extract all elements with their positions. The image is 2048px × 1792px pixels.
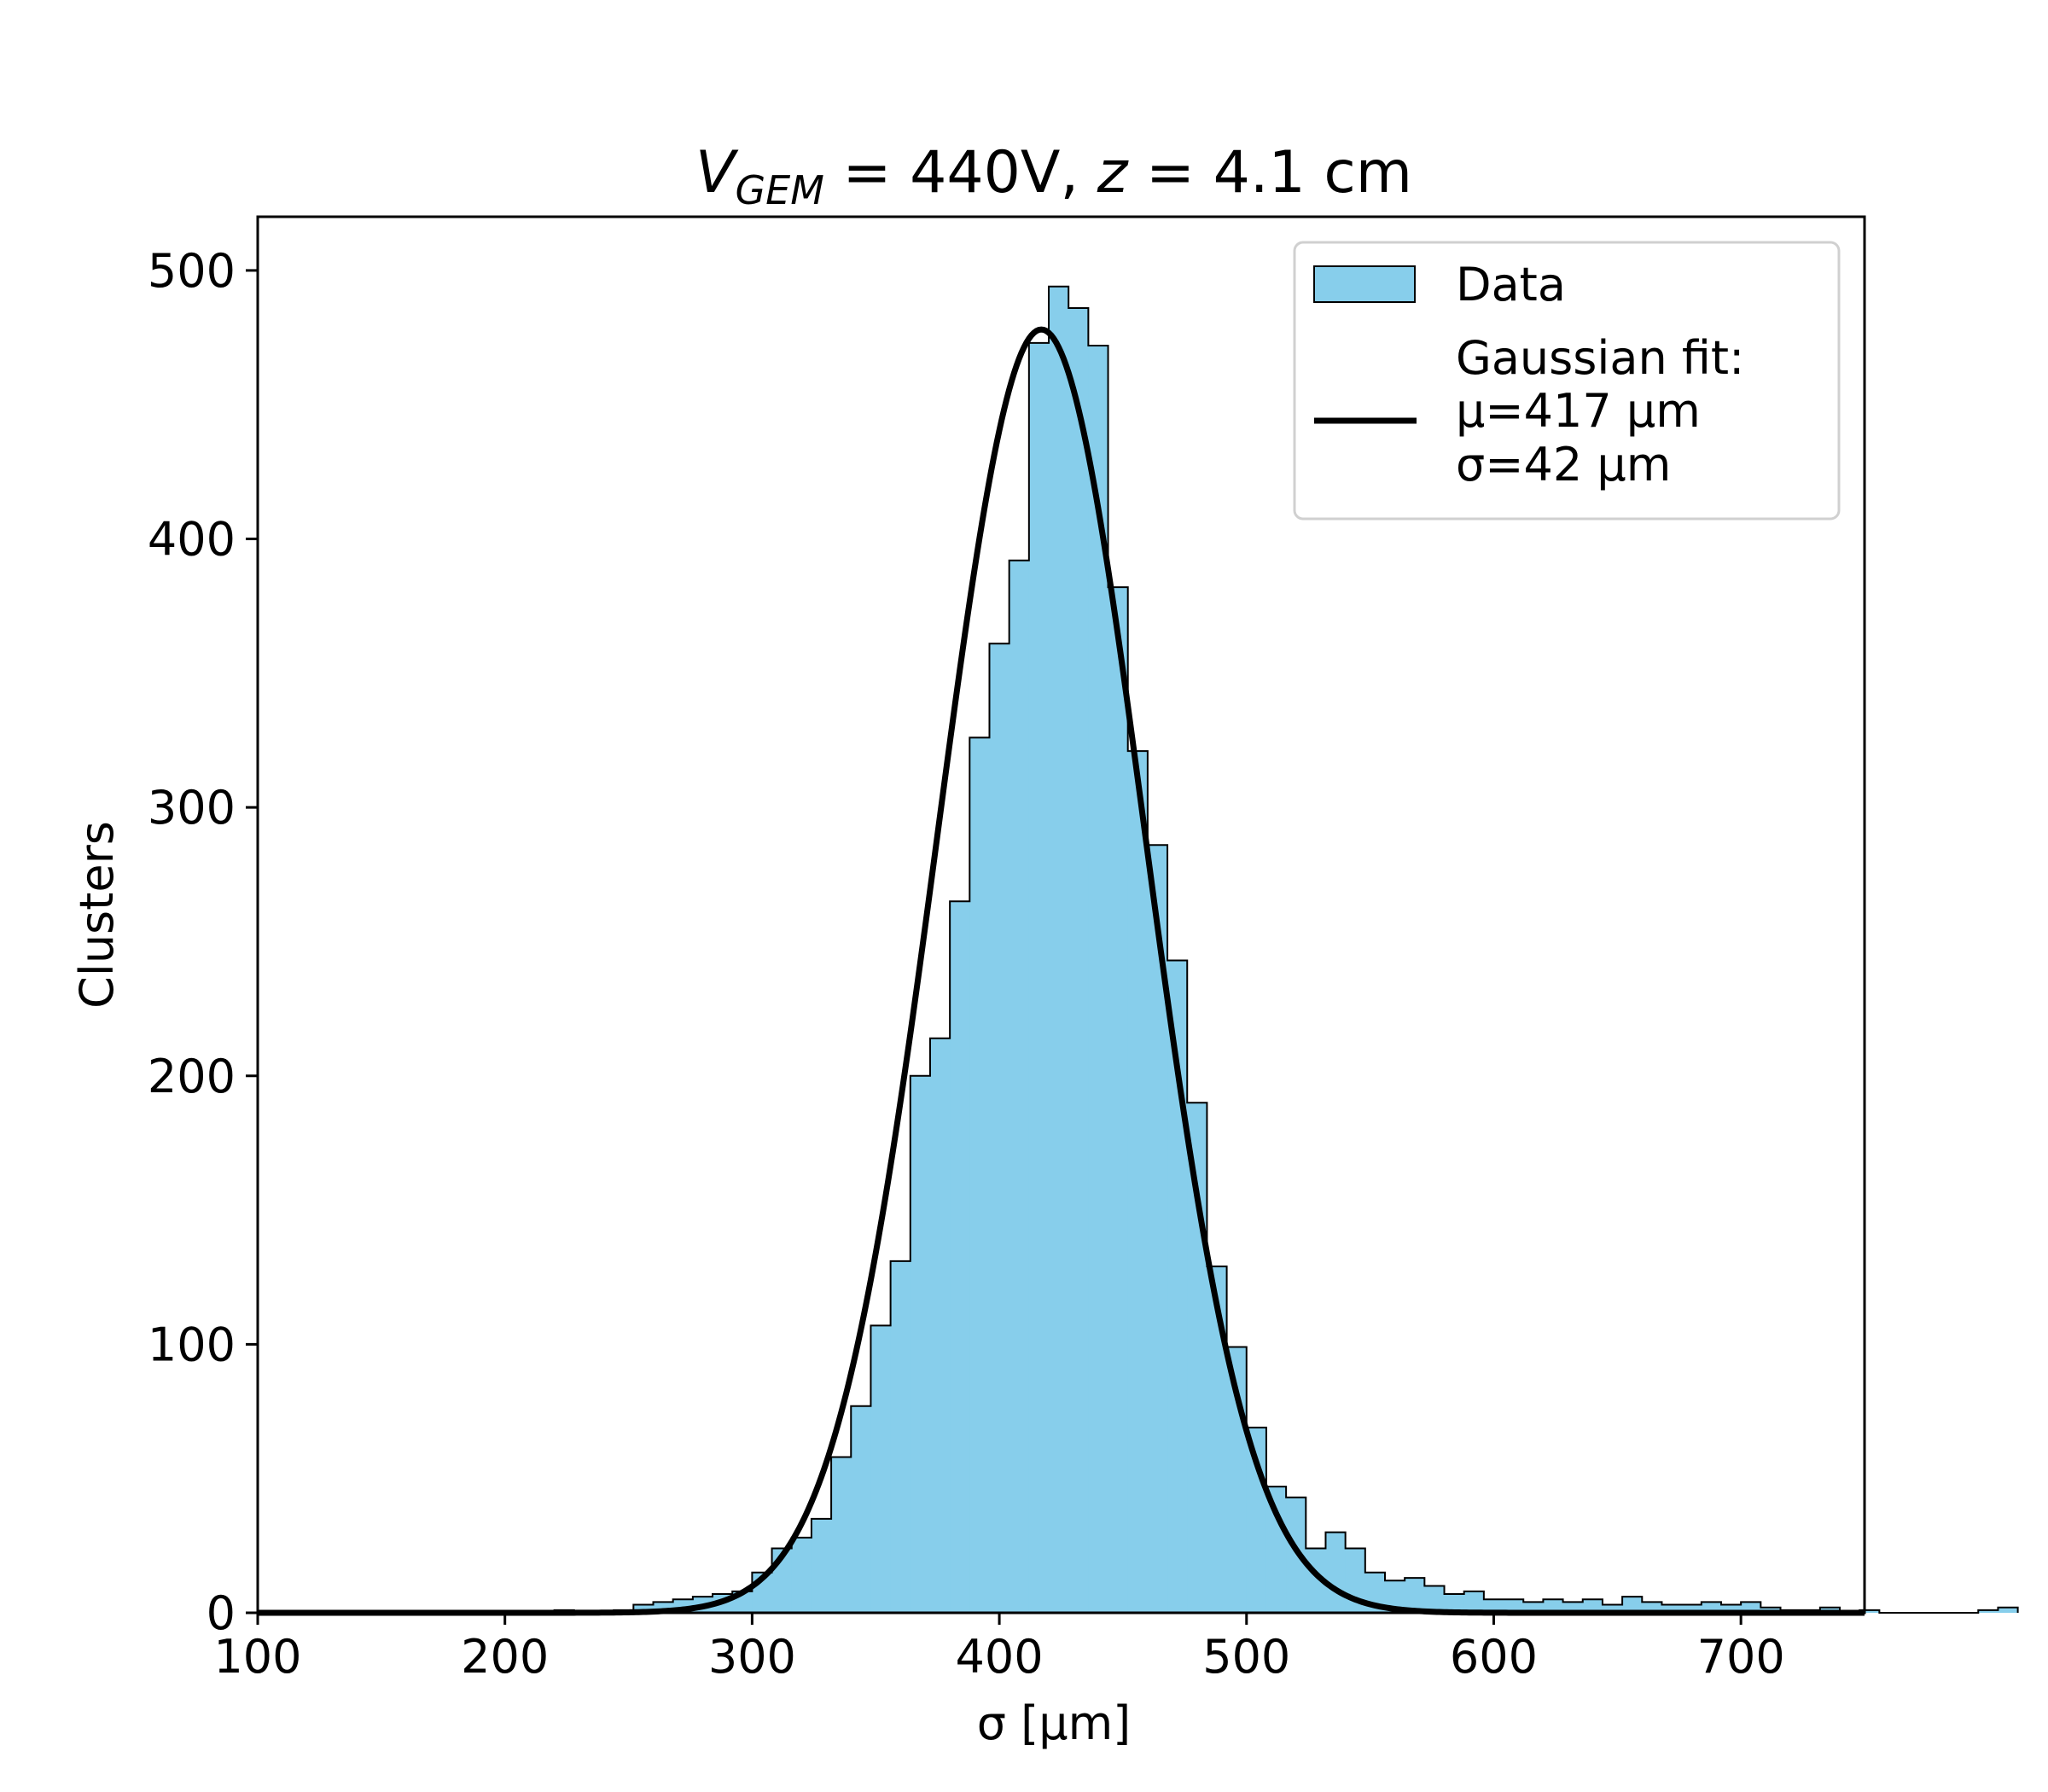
y-tick-label: 300 (148, 781, 236, 835)
histogram-bar (1463, 1591, 1485, 1613)
legend-fit-label-line3: σ=42 µm (1456, 438, 1671, 492)
x-tick-label: 500 (1202, 1630, 1290, 1684)
y-axis-ticks: 0 100 200 300 400 500 (148, 244, 258, 1640)
histogram-bar (1978, 1609, 1999, 1613)
histogram-bar (1127, 751, 1149, 1613)
histogram-bar (1028, 342, 1050, 1613)
histogram-bar (1325, 1532, 1347, 1613)
histogram-bar (1207, 1266, 1228, 1613)
histogram-bar (1661, 1604, 1683, 1613)
histogram-bar (851, 1405, 872, 1613)
x-tick-label: 400 (956, 1630, 1044, 1684)
x-tick-label: 300 (708, 1630, 796, 1684)
histogram-bar (1286, 1497, 1306, 1613)
x-tick-label: 100 (213, 1630, 301, 1684)
histogram-bar (1998, 1607, 2019, 1613)
histogram-bar (950, 901, 970, 1613)
x-tick-label: 200 (461, 1630, 549, 1684)
x-axis-ticks: 100 200 300 400 500 600 700 (213, 1613, 1785, 1684)
legend-box (1293, 241, 1841, 521)
histogram-bar (1108, 587, 1129, 1614)
histogram-bar (929, 1038, 951, 1613)
y-tick-label: 0 (207, 1586, 236, 1640)
histogram-bar (1068, 307, 1089, 1614)
legend-data-label: Data (1456, 258, 1566, 311)
x-tick-label: 600 (1450, 1630, 1538, 1684)
histogram-bar (1088, 346, 1109, 1613)
histogram-bar (1602, 1604, 1623, 1613)
histogram-bar (890, 1260, 911, 1613)
histogram-bar (1187, 1103, 1208, 1613)
histogram-bar (1622, 1597, 1643, 1613)
histogram-bar (1582, 1599, 1603, 1613)
histogram-bar (1859, 1609, 1880, 1613)
chart-title: VGEM = 440V, z = 4.1 cm (695, 139, 1412, 213)
plot-frame (256, 215, 1866, 1615)
histogram-bar (1504, 1599, 1524, 1613)
histogram-bar (1009, 560, 1030, 1614)
histogram-bar (1681, 1604, 1702, 1613)
y-tick-label: 200 (148, 1050, 236, 1103)
histogram-bar (1424, 1585, 1446, 1613)
histogram-bar (870, 1325, 892, 1613)
histogram-bar (969, 737, 991, 1613)
histogram-bar (1405, 1578, 1425, 1613)
histogram-bar (633, 1604, 655, 1613)
histogram-bar (831, 1457, 852, 1613)
histogram-bar (1385, 1580, 1405, 1613)
y-tick-label: 100 (148, 1318, 236, 1371)
legend: Data Gaussian fit: µ=417 µm σ=42 µm (1293, 241, 1841, 521)
chart-title-text: VGEM = 440V, z = 4.1 cm (695, 139, 1412, 213)
y-tick-label: 500 (148, 244, 236, 298)
y-axis-label: Clusters (70, 821, 124, 1009)
histogram-bar (989, 643, 1010, 1613)
histogram-bar (1483, 1599, 1504, 1613)
legend-data-swatch (1313, 265, 1416, 303)
legend-fit-label-line1: Gaussian fit: (1456, 331, 1744, 385)
histogram-bar (1049, 286, 1069, 1613)
histogram-bar (1720, 1604, 1742, 1613)
histogram-bar (1444, 1593, 1465, 1613)
histogram-bar (1543, 1599, 1564, 1613)
histogram-bar (791, 1537, 812, 1613)
x-axis-label: σ [µm] (977, 1696, 1131, 1750)
histogram-bar (1265, 1487, 1287, 1613)
histogram-bar (811, 1518, 832, 1613)
legend-fit-label-line2: µ=417 µm (1456, 384, 1701, 438)
histogram-bar (910, 1075, 931, 1613)
y-tick-label: 400 (148, 513, 236, 567)
x-tick-label: 700 (1697, 1630, 1785, 1684)
histogram-outline (258, 285, 2019, 1614)
histogram-bar (1147, 845, 1168, 1613)
